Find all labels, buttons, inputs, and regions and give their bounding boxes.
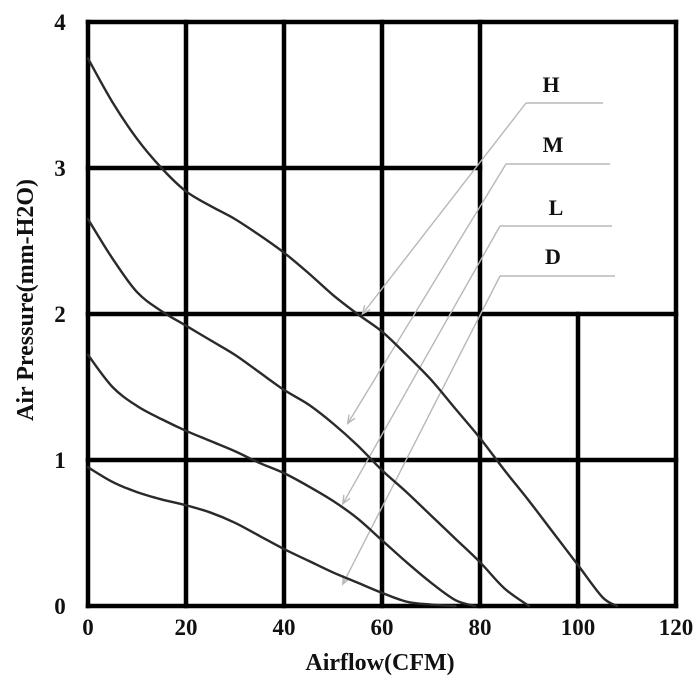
- x-tick-label: 120: [659, 615, 694, 640]
- series-curve-d: [86, 466, 457, 608]
- y-tick-label: 1: [54, 448, 66, 473]
- y-tick-label: 2: [54, 302, 66, 327]
- series-label-m: M: [543, 132, 564, 157]
- x-tick-label: 100: [561, 615, 596, 640]
- label-leader-m: [347, 163, 507, 424]
- y-tick-label: 0: [54, 594, 66, 619]
- x-tick-label: 40: [273, 615, 296, 640]
- label-leader-d: [342, 275, 501, 585]
- x-axis-title: Airflow(CFM): [305, 650, 454, 676]
- series-curve-l: [86, 353, 477, 608]
- x-tick-label: 20: [175, 615, 198, 640]
- label-pointer-lines: [341, 102, 615, 586]
- x-axis-tick-labels: 0 20 40 60 80 100 120: [82, 615, 693, 640]
- label-arrowhead-d: [341, 575, 351, 586]
- series-curves: [86, 57, 619, 608]
- series-curve-m: [86, 217, 531, 608]
- series-label-h: H: [542, 72, 559, 97]
- label-arrowhead-m: [346, 414, 356, 426]
- x-tick-label: 0: [82, 615, 94, 640]
- x-tick-label: 80: [469, 615, 492, 640]
- y-axis-tick-labels: 0 1 2 3 4: [54, 10, 66, 619]
- y-tick-label: 3: [54, 156, 66, 181]
- x-tick-label: 60: [371, 615, 394, 640]
- series-label-l: L: [549, 195, 564, 220]
- y-tick-label: 4: [54, 10, 66, 35]
- grid-lines: [85, 19, 679, 609]
- y-axis-title: Air Pressure(mm-H2O): [13, 179, 39, 421]
- label-arrowhead-l: [341, 494, 351, 506]
- series-labels: H M LD: [542, 72, 563, 269]
- label-arrowhead-h: [361, 305, 371, 316]
- series-label-d: D: [545, 244, 561, 269]
- series-curve-h: [86, 57, 619, 608]
- label-leader-h: [361, 102, 527, 315]
